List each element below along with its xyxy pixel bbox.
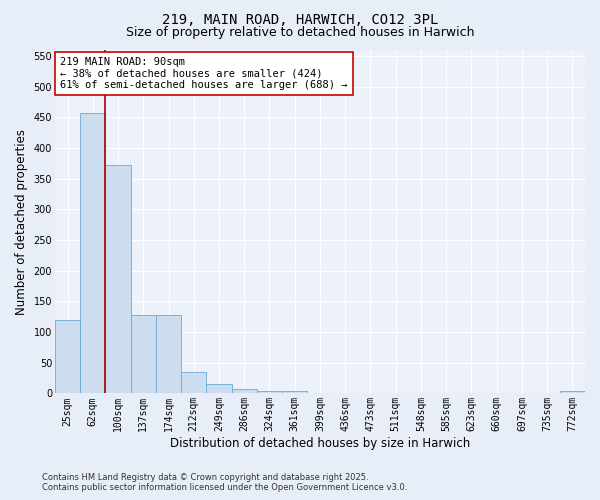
Bar <box>80 113 106 394</box>
Bar <box>156 315 181 394</box>
Bar <box>232 388 257 394</box>
Bar <box>257 391 282 394</box>
Bar <box>131 315 156 394</box>
Text: 219 MAIN ROAD: 90sqm
← 38% of detached houses are smaller (424)
61% of semi-deta: 219 MAIN ROAD: 90sqm ← 38% of detached h… <box>60 57 348 90</box>
Bar <box>560 391 585 394</box>
Bar <box>106 164 131 394</box>
Bar <box>282 391 307 394</box>
Text: Contains HM Land Registry data © Crown copyright and database right 2025.
Contai: Contains HM Land Registry data © Crown c… <box>42 473 407 492</box>
Text: Size of property relative to detached houses in Harwich: Size of property relative to detached ho… <box>126 26 474 39</box>
Bar <box>181 372 206 394</box>
X-axis label: Distribution of detached houses by size in Harwich: Distribution of detached houses by size … <box>170 437 470 450</box>
Y-axis label: Number of detached properties: Number of detached properties <box>15 128 28 314</box>
Bar <box>307 393 332 394</box>
Bar <box>206 384 232 394</box>
Text: 219, MAIN ROAD, HARWICH, CO12 3PL: 219, MAIN ROAD, HARWICH, CO12 3PL <box>162 12 438 26</box>
Bar <box>55 320 80 394</box>
